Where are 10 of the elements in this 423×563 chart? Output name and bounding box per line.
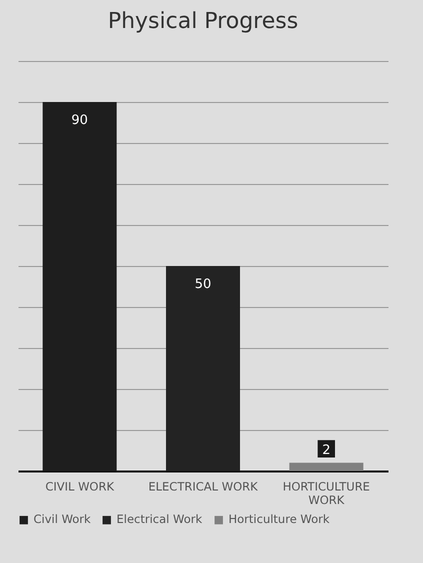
chart-title: Physical Progress (108, 9, 298, 34)
data-label: 90 (71, 113, 88, 128)
legend-label: Civil Work (34, 512, 92, 526)
data-label: 2 (322, 442, 330, 458)
x-tick-label: HORTICULTURE WORK (282, 480, 370, 507)
data-label: 50 (194, 277, 212, 292)
legend-label: Electrical Work (116, 512, 202, 526)
x-tick-label: ELECTRICAL WORK (148, 480, 258, 494)
x-tick-label: CIVIL WORK (45, 480, 114, 494)
legend-label: Horticulture Work (228, 512, 330, 526)
